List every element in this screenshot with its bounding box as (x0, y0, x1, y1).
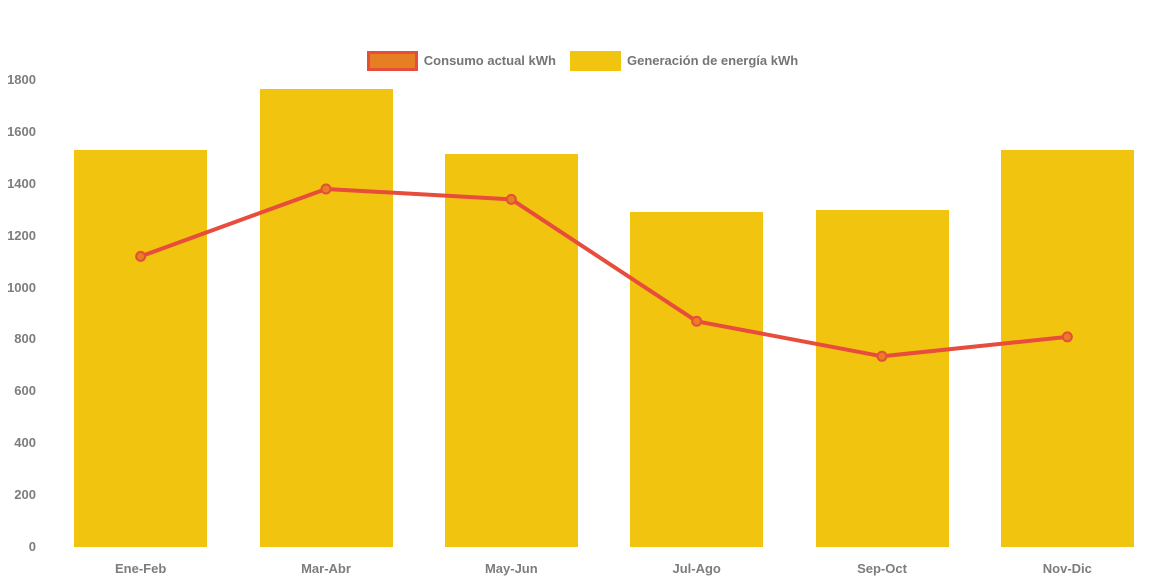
y-tick-label-0: 0 (28, 539, 36, 554)
legend-item-generacion-energia[interactable]: Generación de energía kWh (569, 51, 799, 71)
y-axis: 0 200 400 600 800 1000 1200 1400 1600 1800 (0, 73, 36, 554)
y-tick-label-1800: 1800 (7, 72, 36, 87)
x-axis: Ene-Feb Mar-Abr May-Jun Jul-Ago Sep-Oct Nov-D… (48, 555, 1160, 579)
data-point-jul-ago (691, 315, 703, 327)
y-tick-label-400: 400 (14, 435, 36, 451)
legend-label-generacion: Generación de energía kWh (626, 53, 799, 68)
plot-area (48, 80, 1160, 547)
y-tick-label-1600: 1600 (7, 123, 36, 139)
bar-jul-ago (630, 212, 764, 547)
bar-ene-feb (74, 150, 208, 547)
bar-may-jun (444, 153, 578, 547)
y-tick-label-200: 200 (14, 487, 36, 503)
bar-sep-oct (815, 209, 949, 547)
y-tick-label-800: 800 (14, 331, 36, 347)
data-point-mar-abr (320, 183, 332, 195)
y-tick-label-1000: 1000 (7, 279, 36, 295)
legend-label-consumo: Consumo actual kWh (423, 53, 556, 68)
x-tick-label-ene-feb: Ene-Feb (115, 561, 167, 576)
data-point-nov-dic (1061, 331, 1073, 343)
x-tick-label-may-jun: May-Jun (484, 561, 538, 576)
x-tick-label-sep-oct: Sep-Oct (857, 561, 907, 576)
legend-item-consumo-actual[interactable]: Consumo actual kWh (366, 51, 556, 71)
y-tick-label-1200: 1200 (7, 227, 36, 243)
y-tick-label-600: 600 (14, 383, 36, 399)
x-tick-label-jul-ago: Jul-Ago (672, 561, 721, 576)
data-point-sep-oct (876, 350, 888, 362)
data-point-may-jun (505, 193, 517, 205)
y-tick-label-1400: 1400 (7, 175, 36, 191)
legend: Consumo actual kWh Generación de energía… (0, 51, 1165, 71)
bar-nov-dic (1000, 150, 1134, 547)
line-consumo-path (138, 186, 1070, 359)
bar-mar-abr (259, 89, 393, 547)
x-tick-label-nov-dic: Nov-Dic (1042, 561, 1092, 576)
legend-swatch-generacion-icon (569, 51, 621, 71)
x-tick-label-mar-abr: Mar-Abr (301, 561, 351, 576)
legend-swatch-consumo-icon (366, 51, 418, 71)
data-point-ene-feb (135, 250, 147, 262)
line-series-consumo-actual (135, 183, 1073, 362)
